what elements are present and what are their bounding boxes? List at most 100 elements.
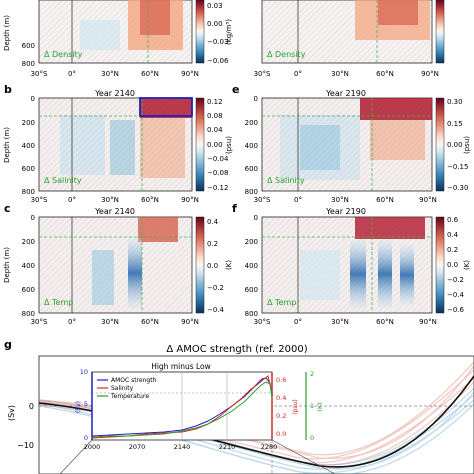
inset-right-tick: 2 [310, 370, 314, 378]
svg-text:600: 600 [245, 286, 258, 294]
svg-text:0.30: 0.30 [447, 98, 463, 106]
svg-text:0.00: 0.00 [207, 141, 223, 149]
inset-right-unit: (K) [317, 403, 324, 412]
panel-letter-g: g [4, 338, 12, 351]
svg-text:400: 400 [22, 262, 35, 270]
svg-text:800: 800 [245, 188, 258, 196]
inset-xtick: 2140 [174, 443, 191, 451]
panel-g-inset: High minus Low AMOC strength Salinity Te… [75, 362, 324, 451]
inset-legend: AMOC strength Salinity Temperature [97, 377, 157, 400]
panel-g-ytick-neg10: −10 [17, 441, 34, 450]
svg-text:0°: 0° [68, 70, 76, 78]
svg-text:30°S: 30°S [31, 70, 48, 78]
svg-text:0.00: 0.00 [207, 20, 223, 28]
svg-text:200: 200 [22, 119, 35, 127]
legend-temperature: Temperature [110, 393, 149, 400]
inset-xtick: 2000 [84, 443, 101, 451]
svg-text:400: 400 [245, 262, 258, 270]
svg-text:60°N: 60°N [376, 70, 394, 78]
inset-left-tick: 5 [84, 400, 88, 408]
svg-text:−0.6: −0.6 [447, 306, 465, 314]
svg-text:30°S: 30°S [254, 318, 271, 326]
row-a-left-colorbar: 0.03 0.00 −0.03 −0.06 (kg/m³) [195, 0, 233, 65]
inset-right-tick: 0 [310, 434, 314, 442]
svg-text:400: 400 [22, 142, 35, 150]
panel-g-title: Δ AMOC strength (ref. 2000) [166, 344, 307, 355]
svg-text:600: 600 [22, 286, 35, 294]
inset-left-tick: 10 [80, 368, 88, 376]
panel-e-colorbar: 0.30 0.15 0.00 −0.15 −0.30 (psu) [435, 97, 471, 192]
svg-text:−0.04: −0.04 [207, 155, 229, 163]
svg-text:90°N: 90°N [419, 318, 437, 326]
panel-g-ylabel: (Sv) [7, 405, 16, 421]
svg-text:30°S: 30°S [254, 196, 271, 204]
svg-text:30°N: 30°N [331, 196, 349, 204]
inset-left-tick: 0 [84, 434, 88, 442]
row-a-left-ytick: 600 [22, 42, 35, 50]
panel-b-annotation: Δ Salinity [44, 176, 82, 185]
svg-text:−0.15: −0.15 [447, 163, 468, 171]
panel-b-title: Year 2140 [94, 89, 135, 98]
svg-text:0°: 0° [68, 196, 76, 204]
panel-f-annotation: Δ Temp [267, 298, 296, 307]
row-a-left-annotation: Δ Density [44, 50, 83, 59]
svg-text:800: 800 [245, 310, 258, 318]
panel-c-title: Year 2140 [94, 207, 135, 216]
svg-text:(kg/m³): (kg/m³) [225, 19, 233, 45]
svg-text:30°S: 30°S [31, 196, 48, 204]
inset-xtick: 2280 [261, 443, 278, 451]
inset-title: High minus Low [151, 362, 211, 371]
svg-text:0.0: 0.0 [447, 261, 458, 269]
svg-text:200: 200 [22, 238, 35, 246]
panel-e: Year 2190 Δ Salinity 0 200 400 600 800 3… [245, 89, 437, 204]
panel-b: Year 2140 Δ Salinity 0 200 400 600 800 D… [3, 89, 199, 204]
panel-c-ylabel: Depth (m) [3, 247, 11, 283]
svg-text:0°: 0° [68, 318, 76, 326]
inset-left-unit: (Sv) [75, 401, 82, 413]
row-a-right-panel: Δ Density [261, 0, 445, 64]
svg-text:800: 800 [22, 310, 35, 318]
svg-text:(psu): (psu) [225, 136, 233, 154]
inset-xtick: 2210 [219, 443, 236, 451]
svg-text:0.08: 0.08 [207, 112, 223, 120]
svg-text:0: 0 [254, 95, 258, 103]
panel-letter-e: e [232, 83, 239, 96]
row-a-right-annotation: Δ Density [267, 50, 306, 59]
svg-text:30°N: 30°N [101, 196, 119, 204]
svg-text:60°N: 60°N [141, 196, 159, 204]
panel-letter-f: f [232, 202, 237, 215]
panel-b-colorbar: 0.12 0.08 0.04 0.00 −0.04 −0.08 −0.12 (p… [195, 97, 233, 192]
svg-text:30°N: 30°N [101, 70, 119, 78]
row-a-left-ytick: 800 [22, 60, 35, 68]
svg-text:30°N: 30°N [331, 70, 349, 78]
svg-text:600: 600 [245, 165, 258, 173]
inset-mid-tick: 0.2 [276, 412, 286, 420]
svg-text:60°N: 60°N [141, 70, 159, 78]
svg-text:−0.06: −0.06 [207, 57, 229, 65]
svg-text:60°N: 60°N [141, 318, 159, 326]
panel-f: Year 2190 Δ Temp 0 200 400 600 800 30°S … [245, 207, 437, 326]
svg-text:200: 200 [245, 238, 258, 246]
svg-text:0: 0 [31, 95, 35, 103]
svg-text:90°N: 90°N [181, 70, 199, 78]
svg-text:0.2: 0.2 [207, 240, 218, 248]
inset-mid-tick: 0.0 [276, 430, 286, 438]
svg-text:0.2: 0.2 [447, 246, 458, 254]
svg-text:(psu): (psu) [463, 136, 471, 154]
svg-text:30°N: 30°N [101, 318, 119, 326]
svg-text:0: 0 [254, 214, 258, 222]
svg-text:0.03: 0.03 [207, 2, 223, 10]
svg-text:0.0: 0.0 [207, 262, 218, 270]
svg-text:0: 0 [31, 214, 35, 222]
svg-text:−0.4: −0.4 [447, 291, 465, 299]
panel-b-highlight-box [139, 97, 193, 117]
inset-mid-tick: 0.4 [276, 394, 286, 402]
panel-e-annotation: Δ Salinity [267, 176, 305, 185]
inset-temperature-line [91, 381, 273, 438]
svg-text:90°N: 90°N [419, 196, 437, 204]
panel-b-ylabel: Depth (m) [3, 127, 11, 163]
legend-salinity: Salinity [111, 385, 134, 392]
svg-text:400: 400 [245, 142, 258, 150]
svg-text:0.6: 0.6 [447, 216, 459, 224]
